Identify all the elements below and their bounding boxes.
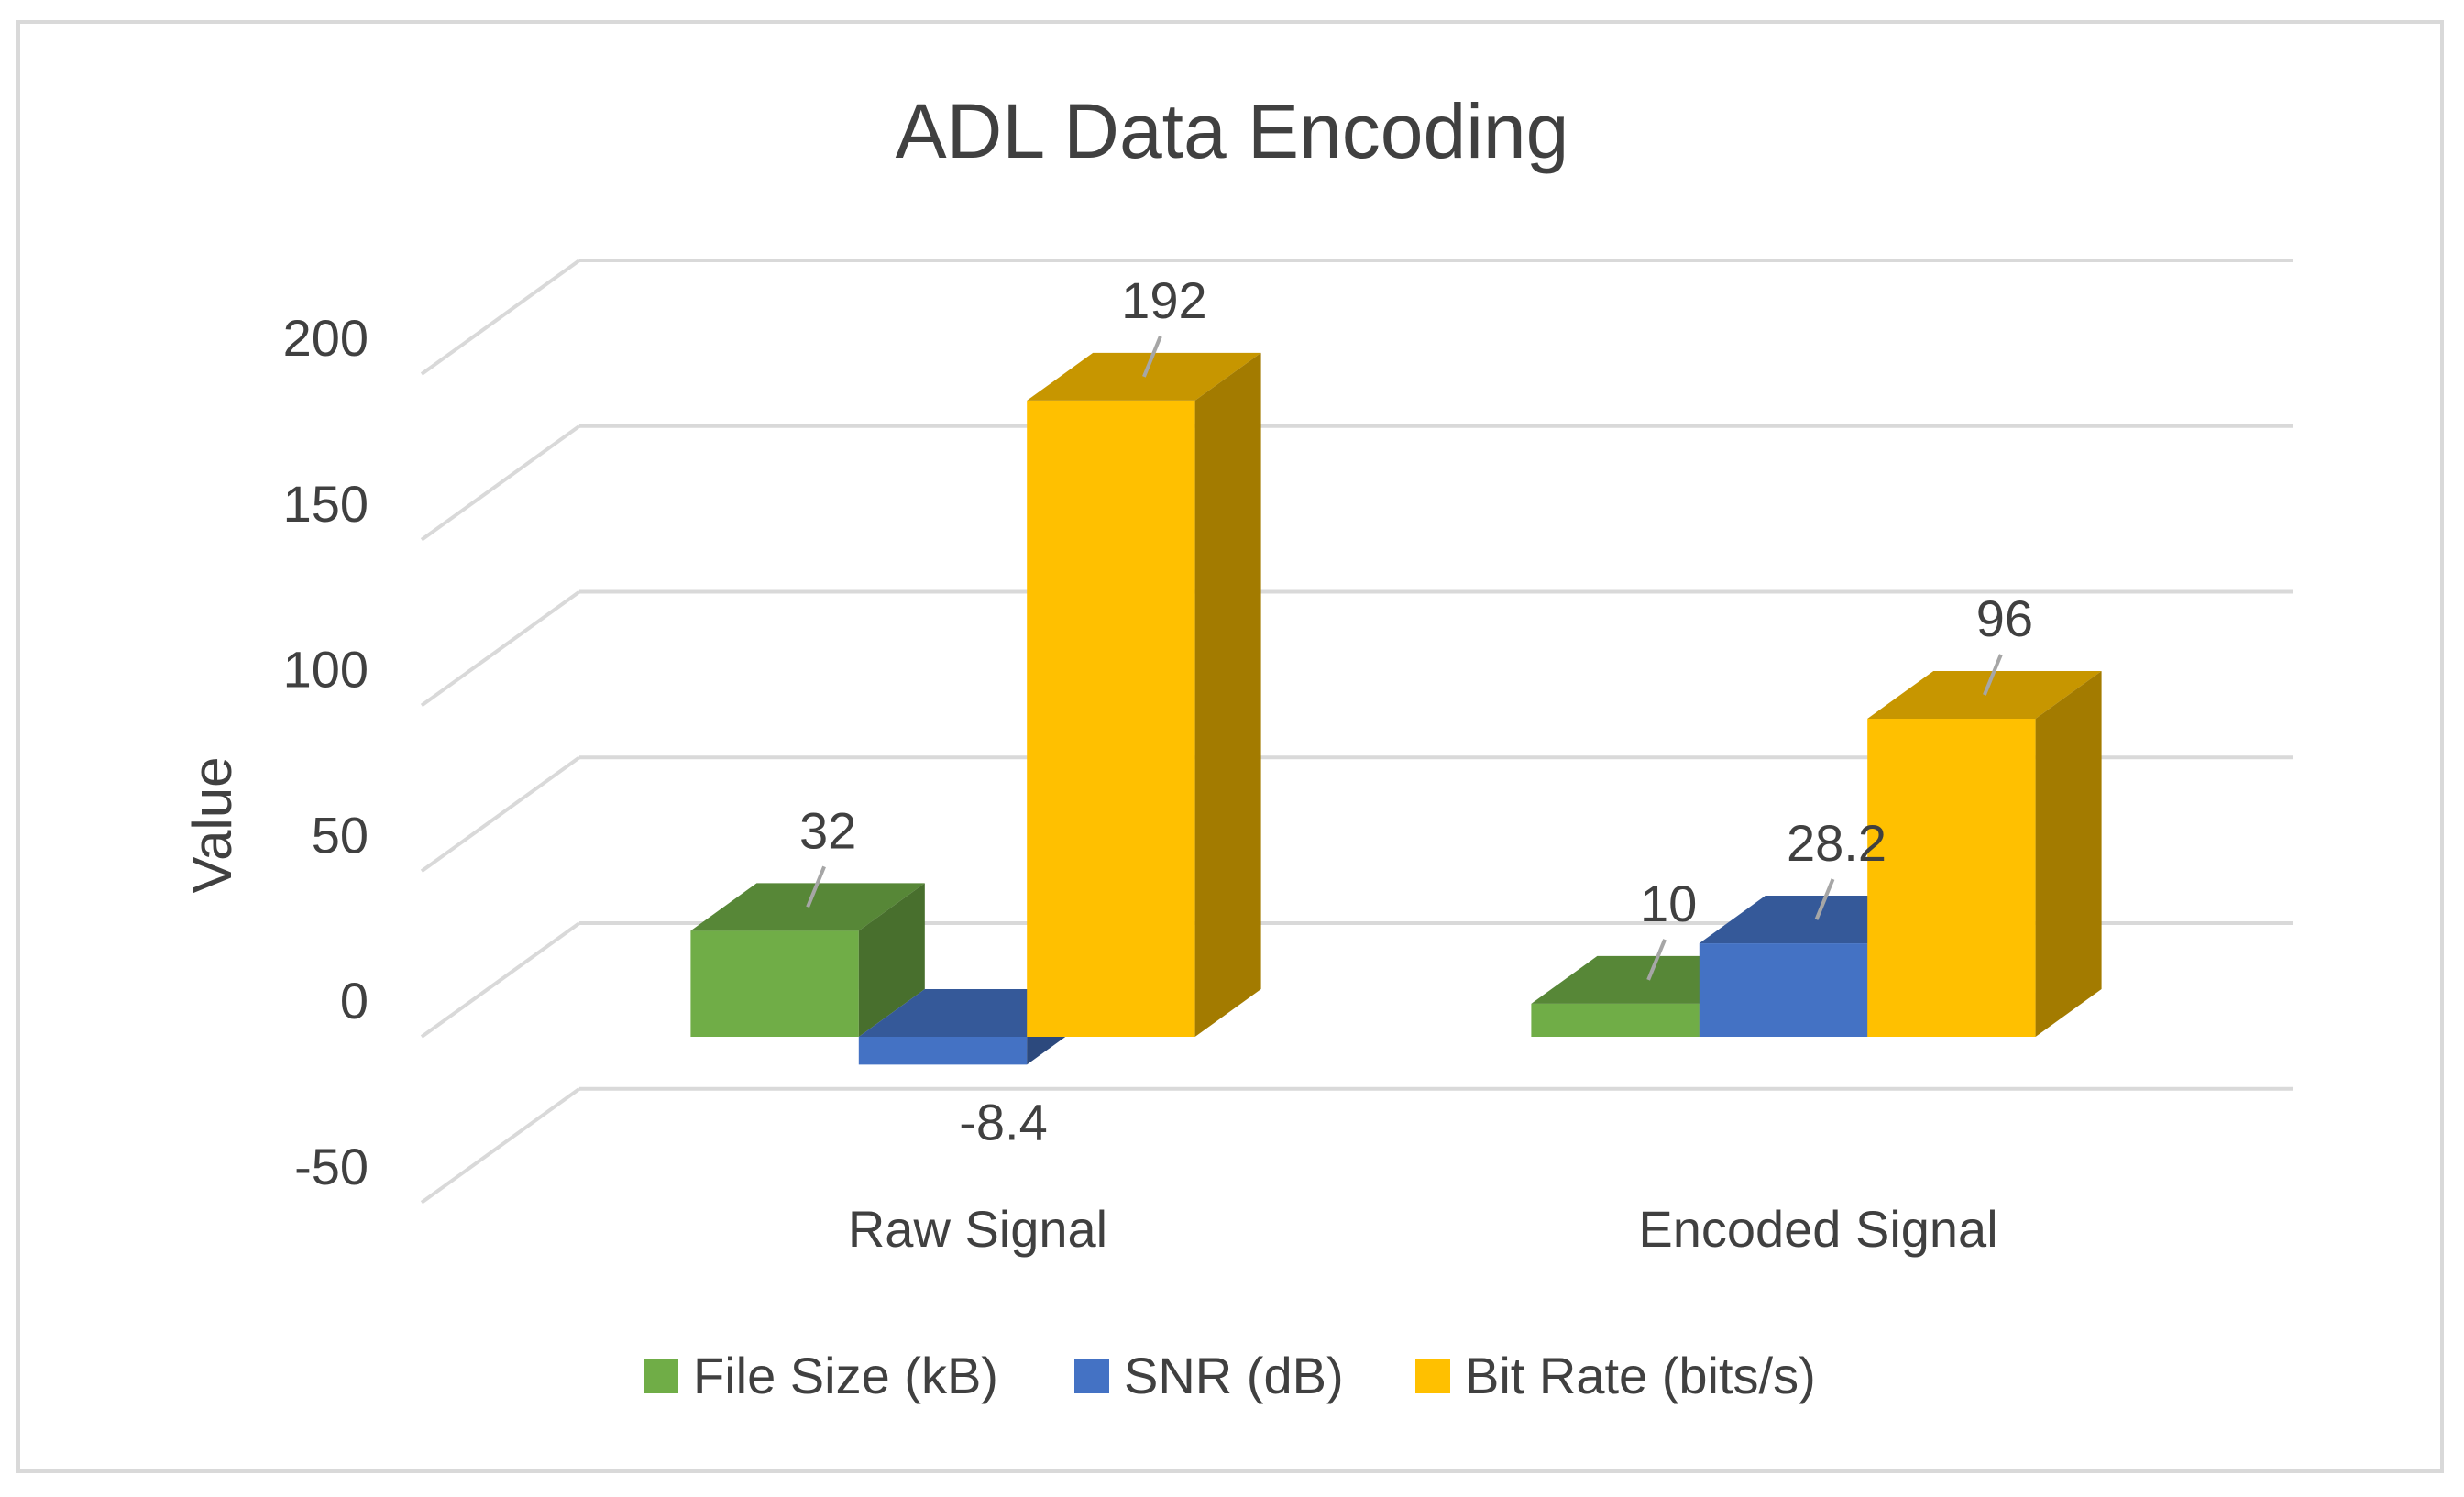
y-tick-label: -50	[294, 1138, 368, 1195]
legend-item[interactable]: Bit Rate (bits/s)	[1415, 1347, 1816, 1404]
y-tick-label: 0	[340, 972, 368, 1029]
gridline-diagonal	[420, 259, 581, 376]
y-axis-label: Value	[182, 756, 243, 893]
bar-side	[1194, 352, 1261, 1037]
y-axis-ticks: -50 0 50 100 150 200	[283, 309, 368, 1195]
legend-item[interactable]: File Size (kB)	[644, 1347, 998, 1404]
bar-side	[2035, 670, 2102, 1037]
y-tick-label: 200	[283, 309, 368, 367]
y-tick-label: 150	[283, 475, 368, 533]
data-labels: 32 -8.4 192 10 28.2 96	[799, 271, 2033, 1150]
data-label-leader	[1983, 654, 2003, 696]
chart-title: ADL Data Encoding	[896, 88, 1569, 174]
bar-front	[1531, 1003, 1700, 1037]
bar-side	[858, 883, 925, 1037]
bar-front	[1699, 943, 1868, 1037]
data-label: 10	[1640, 875, 1697, 932]
data-label-leader	[806, 865, 826, 908]
bars	[690, 352, 2102, 1065]
gridline-diagonal	[420, 589, 581, 708]
category-label: Encoded Signal	[1638, 1200, 1997, 1258]
legend-swatch	[644, 1359, 678, 1393]
category-label: Raw Signal	[848, 1200, 1107, 1258]
data-label: 192	[1121, 271, 1206, 329]
legend-item[interactable]: SNR (dB)	[1074, 1347, 1344, 1404]
bar	[1027, 352, 1261, 1037]
legend-label: File Size (kB)	[693, 1347, 998, 1404]
bar-front	[1027, 400, 1195, 1037]
bar-front	[1867, 718, 2036, 1037]
data-label-leader	[1142, 336, 1162, 378]
bar	[1867, 670, 2102, 1037]
data-label-leader	[1814, 878, 1835, 920]
gridline-diagonal	[420, 1087, 581, 1205]
data-label: -8.4	[959, 1093, 1048, 1150]
legend-label: SNR (dB)	[1124, 1347, 1344, 1404]
y-tick-label: 50	[312, 806, 368, 864]
data-label-leader	[1646, 939, 1666, 981]
bar-top	[1027, 352, 1261, 401]
gridline-diagonal	[420, 755, 581, 873]
bar-front	[690, 930, 859, 1037]
data-label: 32	[799, 801, 856, 859]
y-tick-label: 100	[283, 641, 368, 699]
legend-swatch	[1415, 1359, 1450, 1393]
legend-swatch	[1074, 1359, 1109, 1393]
data-label: 28.2	[1787, 814, 1886, 872]
data-label: 96	[1976, 589, 2033, 647]
category-labels: Raw Signal Encoded Signal	[848, 1200, 1998, 1258]
legend-label: Bit Rate (bits/s)	[1465, 1347, 1816, 1404]
gridline-diagonal	[420, 921, 581, 1039]
bar-front	[858, 1037, 1028, 1065]
gridline-diagonal	[420, 424, 581, 542]
legend: File Size (kB) SNR (dB) Bit Rate (bits/s)	[644, 1347, 1816, 1404]
